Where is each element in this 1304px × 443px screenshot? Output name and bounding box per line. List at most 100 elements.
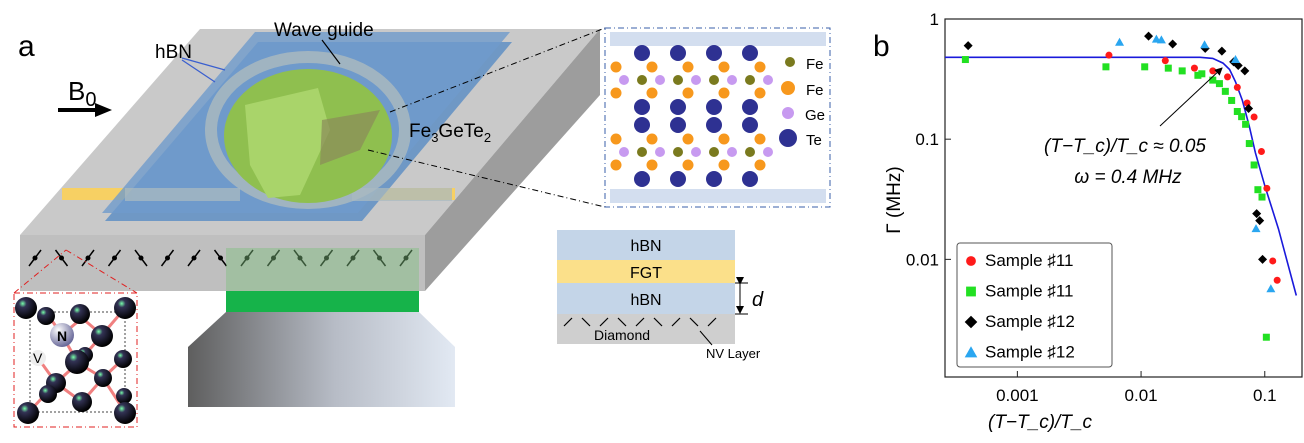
fe-atom (718, 87, 730, 99)
vacancy-label: V (33, 350, 43, 366)
data-point-circle (1190, 64, 1198, 72)
nv-spin-icon (671, 317, 681, 327)
legend-fe2-dot (781, 81, 795, 95)
ge-atom (619, 147, 629, 157)
nv-spin-icon (707, 317, 717, 327)
nv-callout-right (65, 249, 138, 294)
nv-spin-icon (617, 317, 627, 327)
fe-atom (682, 87, 694, 99)
nv-spin-icon (134, 249, 148, 267)
nv-spin-icon (372, 249, 387, 267)
te-atom (742, 117, 758, 133)
x-axis-label: (T−T_c)/T_c (988, 412, 1092, 433)
data-point-square (1102, 63, 1110, 71)
data-point-triangle (1115, 37, 1125, 46)
data-point-square (1238, 113, 1246, 121)
nitrogen-atom (50, 323, 74, 347)
nv-spin-icon (54, 249, 69, 267)
crystal-legend: Fe Fe Ge Te (779, 56, 825, 149)
flake-terrace (245, 88, 330, 198)
data-point-circle (1269, 257, 1277, 265)
te-atom (742, 171, 758, 187)
legend-marker-diamond (964, 315, 978, 329)
nv-spin-icon (563, 317, 573, 327)
chart: 0.001 0.01 0.1 0.01 0.1 1 Γ (MHz) (T−T_c)/T_c… (884, 10, 1303, 433)
y-tick-label: 0.01 (906, 250, 939, 269)
data-point-square (1262, 333, 1270, 341)
ge-atom (691, 147, 701, 157)
data-point-triangle (1200, 40, 1210, 49)
nv-spin-icon (240, 249, 254, 267)
legend-label: Sample ♯12 (985, 312, 1075, 331)
data-point-square (1194, 71, 1202, 79)
te-atom (742, 99, 758, 115)
fe-atom (682, 61, 694, 73)
ge-atom (727, 147, 737, 157)
nv-callout-left (13, 249, 67, 294)
fe-atom (682, 159, 694, 171)
fit-curve (945, 56, 1298, 296)
ge-atom (727, 75, 737, 85)
y-tick-label: 0.1 (915, 130, 939, 149)
stack-hbn-bottom (557, 283, 735, 314)
layer-stack: hBN FGT hBN Diamond d NV Layer (557, 230, 764, 361)
fe-atom (637, 75, 647, 85)
laser-beam (226, 248, 419, 291)
fe-atom (610, 133, 622, 145)
fe-atom (745, 147, 755, 157)
flake-label: Fe3GeTe2 (409, 121, 491, 145)
data-point-square (1258, 193, 1266, 201)
data-point-diamond (1217, 46, 1227, 56)
data-point-square (1178, 67, 1186, 75)
nv-spin-icon (689, 317, 699, 327)
legend-label: Sample ♯11 (985, 251, 1074, 270)
fe-atom (646, 159, 658, 171)
ge-atom (619, 75, 629, 85)
ge-atom (763, 75, 773, 85)
vacancy-site (30, 350, 46, 366)
x-tick-label: 0.01 (1125, 386, 1158, 405)
ge-atom (655, 75, 665, 85)
x-tick-label: 0.1 (1253, 386, 1277, 405)
data-point-square (1250, 161, 1258, 169)
data-point-square (1221, 87, 1229, 95)
stack-nv-spins (563, 317, 717, 327)
legend-box (956, 242, 1113, 368)
fe-atom (709, 147, 719, 157)
objective-lens-top (226, 291, 419, 312)
fe-atom (718, 133, 730, 145)
legend-ge-dot (782, 107, 794, 119)
data-point-diamond (1252, 209, 1262, 219)
data-point-diamond (1255, 216, 1265, 226)
callout-line-bottom (367, 149, 606, 208)
nv-spin-icon (160, 249, 175, 267)
data-point-square (1141, 63, 1149, 71)
te-atom (670, 45, 686, 61)
data-point-square (1228, 96, 1236, 104)
annotation-arrow (1159, 67, 1223, 127)
data-point-square (1242, 120, 1250, 128)
fe-atom (673, 75, 683, 85)
te-atom (634, 99, 650, 115)
te-atom (670, 171, 686, 187)
nv-spin-icon (635, 317, 645, 327)
stack-label-hbn-bottom: hBN (630, 292, 661, 309)
stack-label-hbn-top: hBN (630, 238, 661, 255)
te-atom (706, 171, 722, 187)
data-point-square (1215, 80, 1223, 88)
panel-a: a hBN Wave guide B0 Fe3GeTe2 (13, 20, 831, 428)
legend-te-label: Te (806, 132, 822, 149)
data-point-circle (1233, 83, 1241, 91)
panel-b-label: b (873, 30, 890, 63)
fe-atom (718, 61, 730, 73)
fe-atom (754, 133, 766, 145)
fgt-lattice (610, 45, 773, 187)
y-axis-label: Γ (MHz) (884, 166, 905, 233)
data-point-triangle (1156, 35, 1166, 44)
data-point-square (1245, 140, 1253, 148)
legend-fe2-label: Fe (806, 82, 824, 99)
axis-ticks: 0.001 0.01 0.1 0.01 0.1 1 (906, 10, 1277, 405)
stack-label-fgt: FGT (630, 265, 662, 282)
data-point-square (1209, 76, 1217, 84)
waveguide-lead-right (352, 188, 452, 201)
